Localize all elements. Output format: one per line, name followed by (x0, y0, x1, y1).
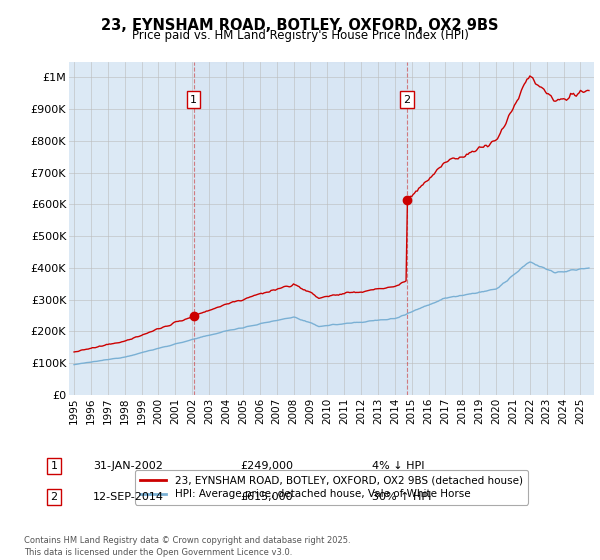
Legend: 23, EYNSHAM ROAD, BOTLEY, OXFORD, OX2 9BS (detached house), HPI: Average price, : 23, EYNSHAM ROAD, BOTLEY, OXFORD, OX2 9B… (135, 470, 528, 505)
Bar (194, 62, 407, 395)
Text: £249,000: £249,000 (240, 461, 293, 471)
Text: £615,000: £615,000 (240, 492, 293, 502)
Text: 1: 1 (50, 461, 58, 471)
Text: 31-JAN-2002: 31-JAN-2002 (93, 461, 163, 471)
Text: 23, EYNSHAM ROAD, BOTLEY, OXFORD, OX2 9BS: 23, EYNSHAM ROAD, BOTLEY, OXFORD, OX2 9B… (101, 18, 499, 34)
Text: 4% ↓ HPI: 4% ↓ HPI (372, 461, 425, 471)
Text: 12-SEP-2014: 12-SEP-2014 (93, 492, 164, 502)
Text: 2: 2 (50, 492, 58, 502)
Text: Price paid vs. HM Land Registry's House Price Index (HPI): Price paid vs. HM Land Registry's House … (131, 29, 469, 42)
Text: 1: 1 (190, 95, 197, 105)
Text: Contains HM Land Registry data © Crown copyright and database right 2025.
This d: Contains HM Land Registry data © Crown c… (24, 536, 350, 557)
Text: 2: 2 (403, 95, 410, 105)
Text: 30% ↑ HPI: 30% ↑ HPI (372, 492, 431, 502)
